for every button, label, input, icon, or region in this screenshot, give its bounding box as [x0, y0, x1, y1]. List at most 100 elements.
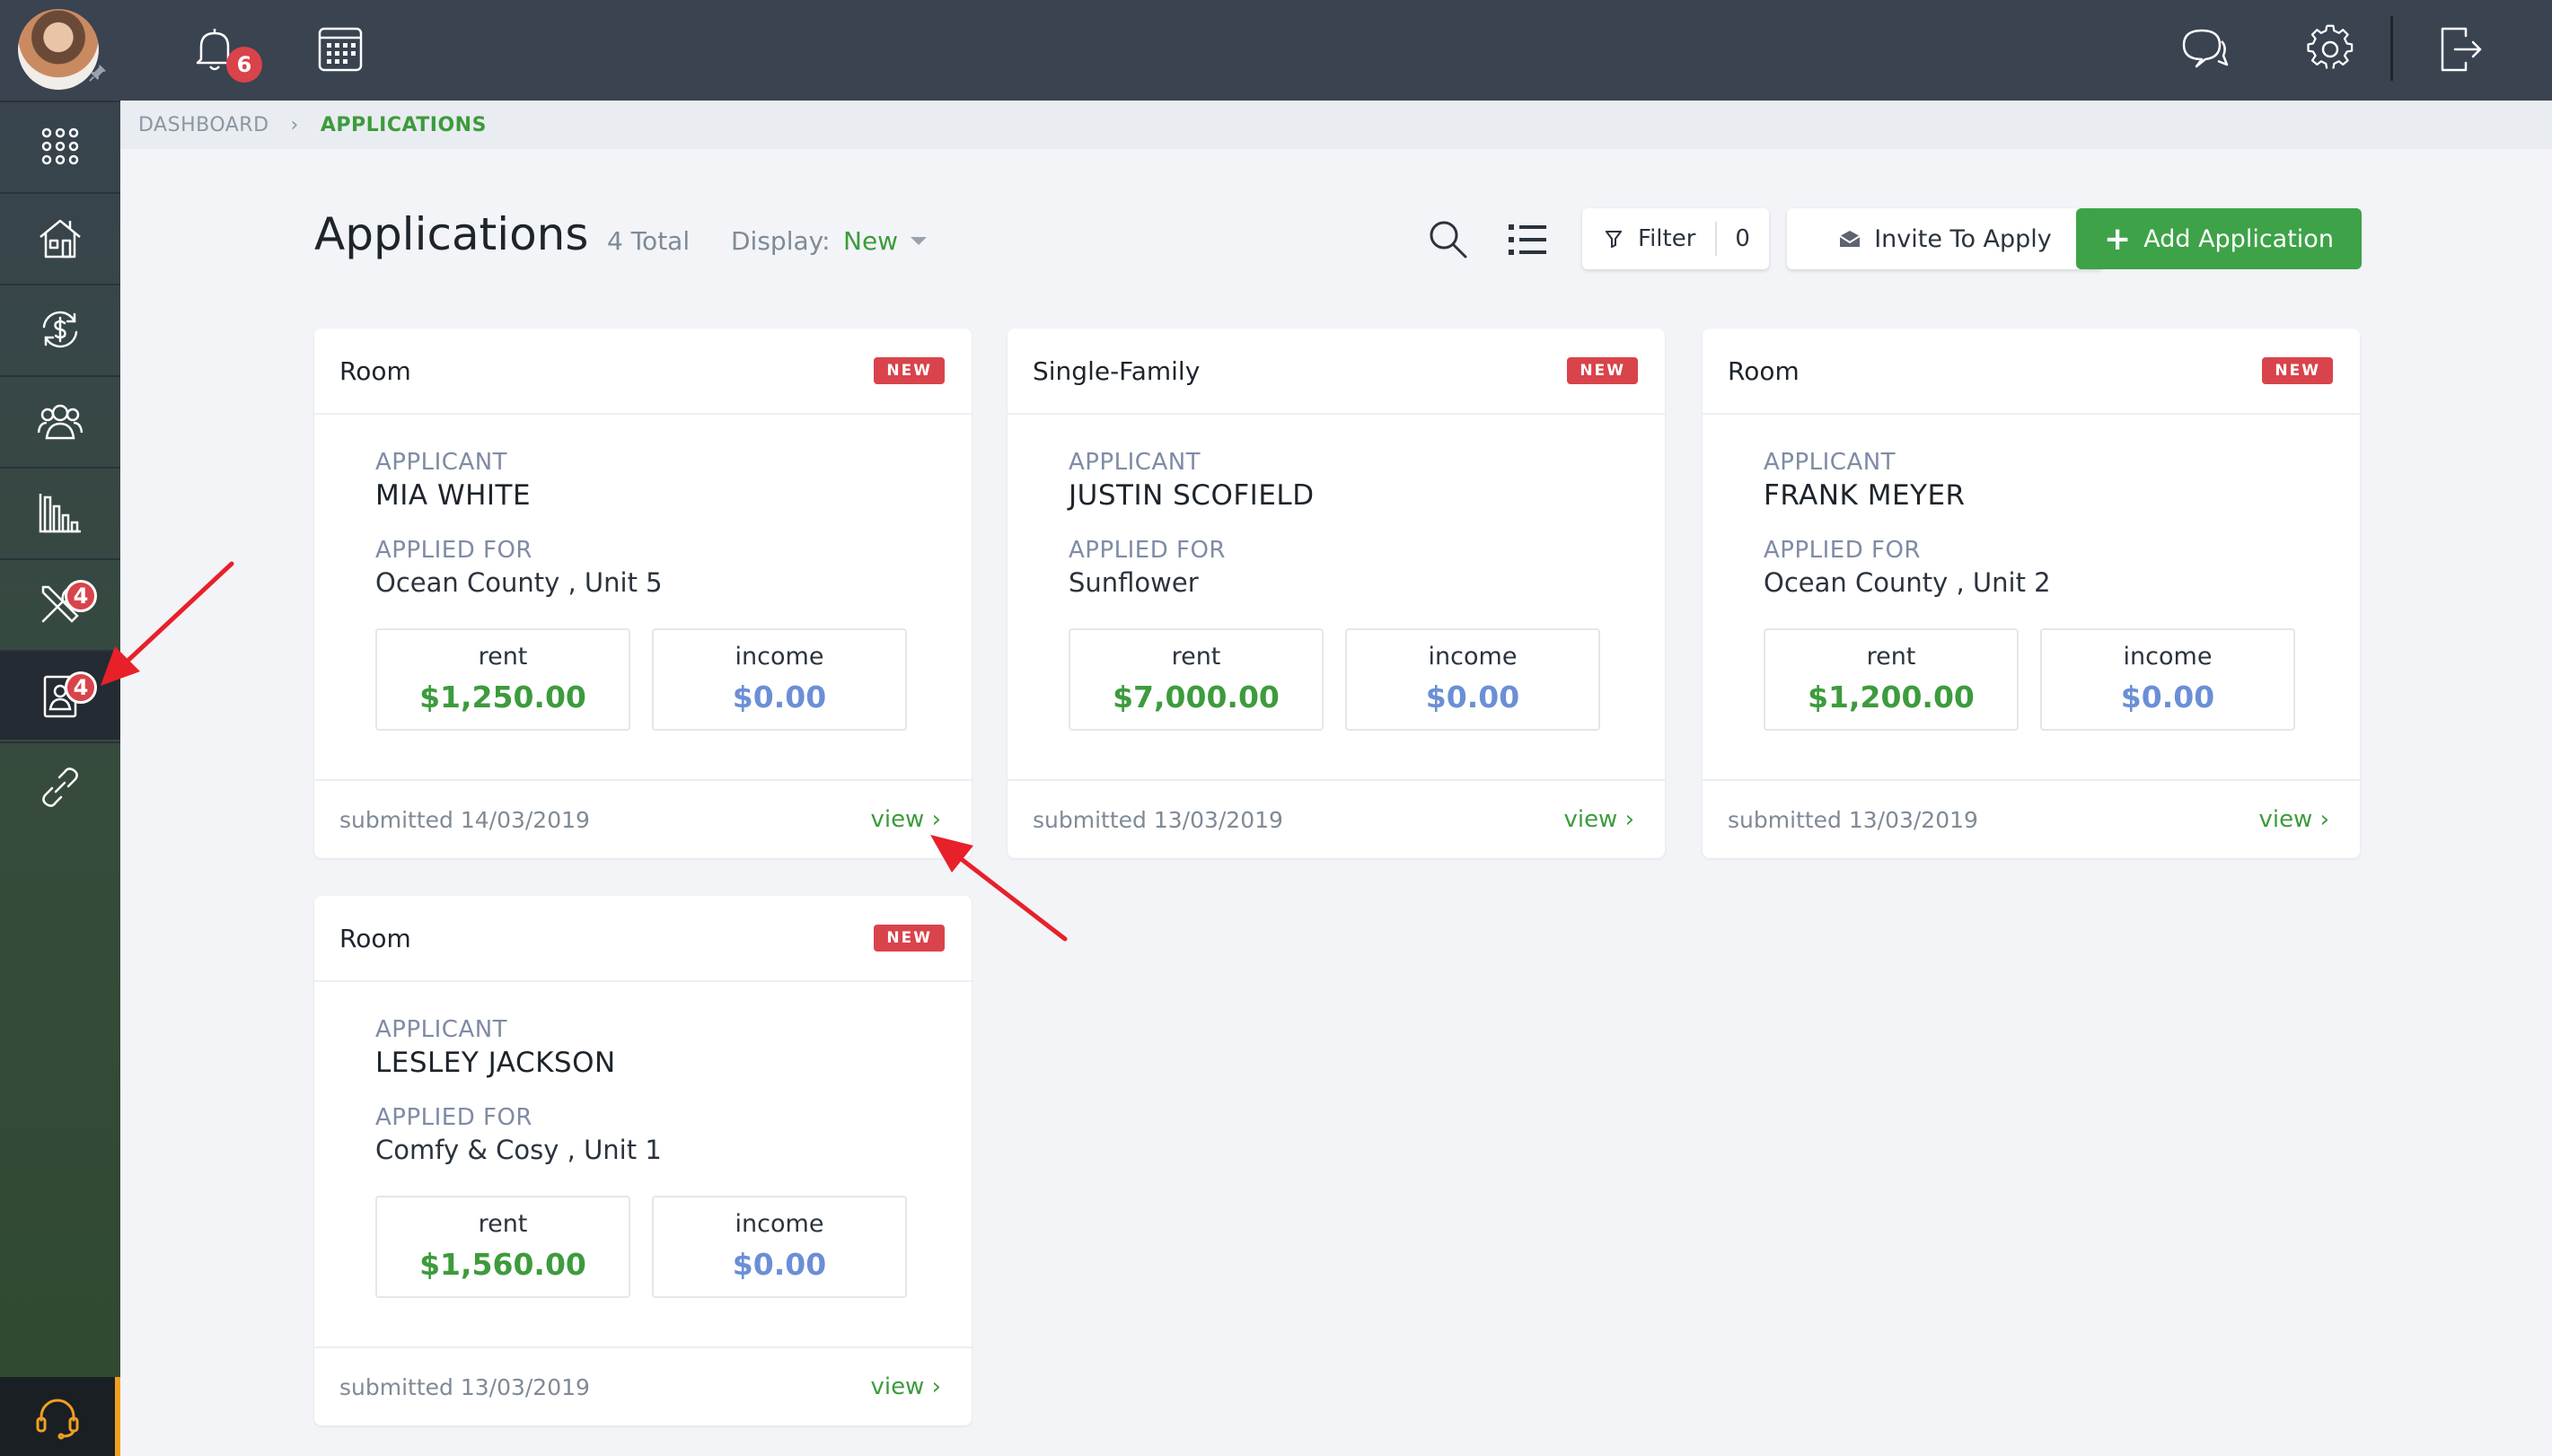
card-header: Single-Family NEW — [1008, 329, 1665, 415]
applicant-name: LESLEY JACKSON — [375, 1047, 616, 1079]
breadcrumb-dashboard[interactable]: DASHBOARD — [138, 113, 269, 136]
applicant-name: FRANK MEYER — [1764, 479, 1966, 512]
sidebar-item-applications[interactable]: 4 — [0, 650, 120, 740]
search-icon[interactable] — [1426, 217, 1469, 260]
notifications-button[interactable] — [183, 18, 246, 81]
caret-down-icon[interactable] — [911, 237, 927, 245]
filter-button[interactable]: Filter 0 — [1582, 208, 1769, 269]
view-link[interactable]: view › — [870, 1373, 941, 1400]
application-card: Room NEW APPLICANT MIA WHITE APPLIED FOR… — [314, 329, 972, 858]
invite-to-apply-button[interactable]: Invite To Apply — [1787, 208, 2103, 269]
card-body: APPLICANT LESLEY JACKSON APPLIED FOR Com… — [314, 982, 972, 1350]
support-button[interactable] — [0, 1377, 120, 1456]
property-type: Room — [339, 923, 411, 953]
bar-chart-icon — [39, 494, 81, 533]
add-label: Add Application — [2143, 224, 2334, 253]
list-view-icon[interactable] — [1507, 219, 1548, 260]
income-box: income $0.00 — [1345, 628, 1600, 731]
rent-label: rent — [478, 1210, 528, 1238]
status-badge: NEW — [2262, 357, 2333, 384]
breadcrumb-current: APPLICATIONS — [320, 113, 487, 136]
gear-icon — [2307, 24, 2354, 69]
status-badge: NEW — [874, 357, 945, 384]
card-body: APPLICANT MIA WHITE APPLIED FOR Ocean Co… — [314, 415, 972, 783]
rent-label: rent — [1171, 643, 1221, 671]
rent-box: rent $1,200.00 — [1764, 628, 2019, 731]
sidebar: 4 4 — [0, 0, 120, 1456]
income-box: income $0.00 — [652, 1196, 907, 1298]
sidebar-item-properties[interactable] — [0, 192, 120, 282]
applied-for-value: Ocean County , Unit 5 — [375, 567, 663, 598]
filter-label: Filter — [1638, 225, 1696, 252]
view-link[interactable]: view › — [870, 806, 941, 833]
filter-divider — [1715, 222, 1718, 256]
income-label: income — [735, 643, 824, 671]
income-value: $0.00 — [732, 680, 827, 715]
income-value: $0.00 — [732, 1247, 827, 1282]
users-icon — [37, 404, 84, 440]
avatar[interactable] — [18, 9, 99, 90]
applied-for-label: APPLIED FOR — [1764, 537, 1921, 564]
notification-badge: 6 — [226, 47, 262, 83]
income-box: income $0.00 — [652, 628, 907, 731]
sidebar-item-links[interactable] — [0, 741, 120, 831]
sidebar-item-reports[interactable] — [0, 467, 120, 557]
plus-icon: + — [2104, 220, 2132, 258]
applied-for-label: APPLIED FOR — [375, 537, 532, 564]
envelope-icon — [1839, 231, 1861, 247]
chat-button[interactable] — [2173, 18, 2236, 81]
profile-area — [0, 0, 120, 101]
logout-button[interactable] — [2428, 18, 2491, 81]
card-footer: submitted 14/03/2019 view › — [314, 779, 972, 858]
sidebar-item-people[interactable] — [0, 375, 120, 465]
application-card: Single-Family NEW APPLICANT JUSTIN SCOFI… — [1008, 329, 1665, 858]
logout-icon — [2441, 27, 2482, 72]
add-application-button[interactable]: + Add Application — [2076, 208, 2362, 269]
card-footer: submitted 13/03/2019 view › — [314, 1346, 972, 1425]
calendar-button[interactable] — [309, 18, 372, 81]
submitted-date: submitted 13/03/2019 — [1728, 806, 1978, 833]
sidebar-item-accounting[interactable] — [0, 284, 120, 373]
applicant-name: JUSTIN SCOFIELD — [1069, 479, 1315, 512]
filter-count: 0 — [1735, 225, 1750, 252]
rent-label: rent — [1866, 643, 1916, 671]
sidebar-item-maintenance[interactable]: 4 — [0, 558, 120, 648]
rent-value: $1,200.00 — [1808, 680, 1975, 715]
filter-icon — [1606, 231, 1622, 248]
applied-for-label: APPLIED FOR — [375, 1104, 532, 1131]
rent-value: $1,560.00 — [419, 1247, 586, 1282]
card-body: APPLICANT JUSTIN SCOFIELD APPLIED FOR Su… — [1008, 415, 1665, 783]
income-box: income $0.00 — [2040, 628, 2295, 731]
income-value: $0.00 — [2120, 680, 2215, 715]
applicant-name: MIA WHITE — [375, 479, 532, 512]
link-icon — [42, 767, 78, 807]
rent-value: $7,000.00 — [1113, 680, 1280, 715]
rent-value: $1,250.00 — [419, 680, 586, 715]
rent-box: rent $7,000.00 — [1069, 628, 1324, 731]
sidebar-item-apps[interactable] — [0, 101, 120, 190]
rent-box: rent $1,560.00 — [375, 1196, 630, 1298]
rent-box: rent $1,250.00 — [375, 628, 630, 731]
house-icon — [40, 219, 81, 259]
applications-badge: 4 — [65, 671, 97, 704]
dollar-cycle-icon — [42, 311, 78, 348]
invite-label: Invite To Apply — [1874, 224, 2052, 253]
property-type: Room — [1728, 355, 1800, 386]
grid-icon — [41, 127, 79, 165]
view-link[interactable]: view › — [2258, 806, 2329, 833]
maintenance-badge: 4 — [65, 580, 97, 612]
view-link[interactable]: view › — [1563, 806, 1634, 833]
card-header: Room NEW — [314, 896, 972, 982]
status-badge: NEW — [874, 925, 945, 952]
pin-icon[interactable] — [88, 63, 108, 83]
display-select[interactable]: New — [843, 226, 899, 256]
income-label: income — [735, 1210, 824, 1238]
breadcrumb: DASHBOARD › APPLICATIONS — [120, 101, 2552, 149]
display-label: Display: — [731, 226, 831, 256]
application-card: Room NEW APPLICANT LESLEY JACKSON APPLIE… — [314, 896, 972, 1425]
card-footer: submitted 13/03/2019 view › — [1008, 779, 1665, 858]
bell-icon — [196, 29, 233, 71]
settings-button[interactable] — [2299, 18, 2362, 81]
application-card: Room NEW APPLICANT FRANK MEYER APPLIED F… — [1703, 329, 2360, 858]
headset-icon — [36, 1399, 79, 1440]
